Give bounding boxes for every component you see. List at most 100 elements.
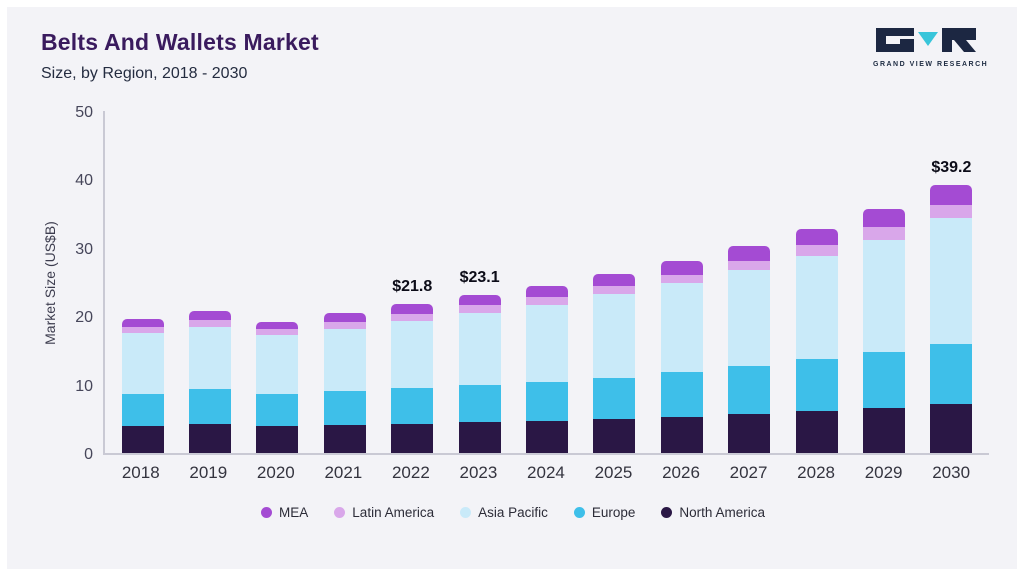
legend-item-latin-america[interactable]: Latin America (334, 505, 434, 520)
bar-segment-latin-america[interactable] (391, 314, 434, 321)
bar-segment-north-america[interactable] (593, 418, 636, 453)
bar-segment-europe[interactable] (660, 372, 703, 417)
bars: $21.8 $23.1 $39.2 (105, 111, 989, 453)
bar-segment-asia-pacific[interactable] (795, 256, 838, 360)
bar-column-2021[interactable] (311, 111, 378, 453)
bar-segment-mea[interactable] (256, 321, 299, 330)
bar-segment-latin-america[interactable] (189, 320, 232, 328)
bar-column-2025[interactable] (581, 111, 648, 453)
bar-segment-north-america[interactable] (323, 424, 366, 453)
y-tick-label: 0 (84, 446, 93, 463)
legend: MEA Latin America Asia Pacific Europe North … (37, 505, 989, 520)
bar-segment-europe[interactable] (458, 385, 501, 423)
bar-segment-mea[interactable] (391, 303, 434, 315)
bar-segment-north-america[interactable] (458, 422, 501, 453)
legend-dot (334, 507, 346, 518)
bar-segment-europe[interactable] (593, 377, 636, 419)
bar-segment-europe[interactable] (323, 391, 366, 425)
bar-segment-asia-pacific[interactable] (458, 312, 501, 386)
page-title: Belts And Wallets Market (41, 29, 319, 55)
bar-segment-north-america[interactable] (121, 425, 164, 453)
bar-segment-mea[interactable] (728, 245, 771, 261)
bar-segment-latin-america[interactable] (930, 205, 973, 219)
bar-column-2026[interactable] (648, 111, 715, 453)
y-axis-title: Market Size (US$B) (42, 221, 59, 345)
bar-column-2030[interactable]: $39.2 (918, 111, 985, 453)
bar-segment-latin-america[interactable] (526, 297, 569, 305)
bar-segment-latin-america[interactable] (795, 245, 838, 257)
bar-segment-north-america[interactable] (930, 404, 973, 453)
bar-segment-mea[interactable] (189, 311, 232, 321)
bar-segment-north-america[interactable] (526, 420, 569, 453)
bar-segment-latin-america[interactable] (593, 286, 636, 295)
bar-segment-asia-pacific[interactable] (391, 321, 434, 389)
bar-column-2029[interactable] (850, 111, 917, 453)
bar-segment-asia-pacific[interactable] (189, 327, 232, 390)
x-axis-label-2022: 2022 (391, 463, 430, 482)
bar-segment-mea[interactable] (930, 184, 973, 206)
bar-segment-north-america[interactable] (795, 411, 838, 453)
bar-column-2022[interactable]: $21.8 (379, 111, 446, 453)
bar-segment-mea[interactable] (660, 260, 703, 275)
bar-segment-asia-pacific[interactable] (660, 283, 703, 373)
y-tick-label: 10 (75, 377, 93, 395)
bar-segment-latin-america[interactable] (458, 305, 501, 313)
bar-segment-latin-america[interactable] (121, 327, 164, 334)
bar-segment-north-america[interactable] (660, 416, 703, 453)
x-axis-labels: 2018 2019 2020 2021 2022 2023 2024 2025 2026 2027… (103, 463, 989, 483)
x-axis-label-2027: 2027 (729, 463, 768, 482)
bar-segment-latin-america[interactable] (660, 274, 703, 284)
bar-segment-mea[interactable] (593, 273, 636, 287)
bar-column-2027[interactable] (716, 111, 783, 453)
legend-item-mea[interactable]: MEA (261, 505, 308, 520)
bar-column-2018[interactable] (109, 111, 176, 453)
legend-item-europe[interactable]: Europe (573, 505, 635, 520)
bar-segment-north-america[interactable] (862, 407, 905, 453)
legend-item-north-america[interactable]: North America (661, 505, 765, 520)
bar-segment-north-america[interactable] (256, 426, 299, 453)
x-axis-label-2030: 2030 (932, 463, 971, 482)
bar-segment-north-america[interactable] (189, 424, 232, 453)
bar-segment-mea[interactable] (526, 286, 569, 298)
bar-segment-europe[interactable] (121, 393, 164, 426)
bar-segment-mea[interactable] (458, 295, 501, 306)
legend-item-asia-pacific[interactable]: Asia Pacific (460, 505, 548, 520)
bar-segment-asia-pacific[interactable] (930, 218, 973, 344)
x-axis-label-2021: 2021 (324, 463, 363, 482)
bar-segment-latin-america[interactable] (862, 227, 905, 240)
bar-segment-asia-pacific[interactable] (121, 333, 164, 394)
bar-segment-europe[interactable] (391, 388, 434, 424)
bar-segment-latin-america[interactable] (256, 329, 299, 336)
bar-segment-europe[interactable] (189, 389, 232, 425)
bar-segment-asia-pacific[interactable] (728, 270, 771, 367)
bar-segment-europe[interactable] (795, 359, 838, 412)
bar-column-2023[interactable]: $23.1 (446, 111, 513, 453)
bar-segment-europe[interactable] (526, 381, 569, 421)
bar-segment-mea[interactable] (862, 208, 905, 228)
bar-segment-latin-america[interactable] (323, 321, 366, 329)
x-axis-label-2018: 2018 (121, 463, 160, 482)
bar-segment-asia-pacific[interactable] (526, 304, 569, 382)
bar-segment-europe[interactable] (728, 366, 771, 415)
bar-segment-europe[interactable] (256, 394, 299, 427)
bar-column-2020[interactable] (244, 111, 311, 453)
bar-column-2019[interactable] (176, 111, 243, 453)
bar-segment-asia-pacific[interactable] (323, 328, 366, 392)
bar-segment-europe[interactable] (862, 351, 905, 408)
bar-segment-latin-america[interactable] (728, 260, 771, 271)
bar-segment-north-america[interactable] (728, 414, 771, 453)
bar-segment-asia-pacific[interactable] (862, 239, 905, 352)
bar-segment-mea[interactable] (323, 312, 366, 322)
logo-mark-icon (876, 28, 976, 52)
bar-column-2024[interactable] (513, 111, 580, 453)
bar-column-2028[interactable] (783, 111, 850, 453)
bar-segment-mea[interactable] (795, 228, 838, 246)
bar-segment-asia-pacific[interactable] (593, 294, 636, 378)
chart-header: Belts And Wallets Market Size, by Region… (41, 29, 319, 83)
bar-segment-mea[interactable] (121, 318, 164, 328)
bar-segment-north-america[interactable] (391, 423, 434, 453)
bar-segment-asia-pacific[interactable] (256, 335, 299, 395)
bar-segment-europe[interactable] (930, 343, 973, 405)
x-axis-label-2020: 2020 (256, 463, 295, 482)
